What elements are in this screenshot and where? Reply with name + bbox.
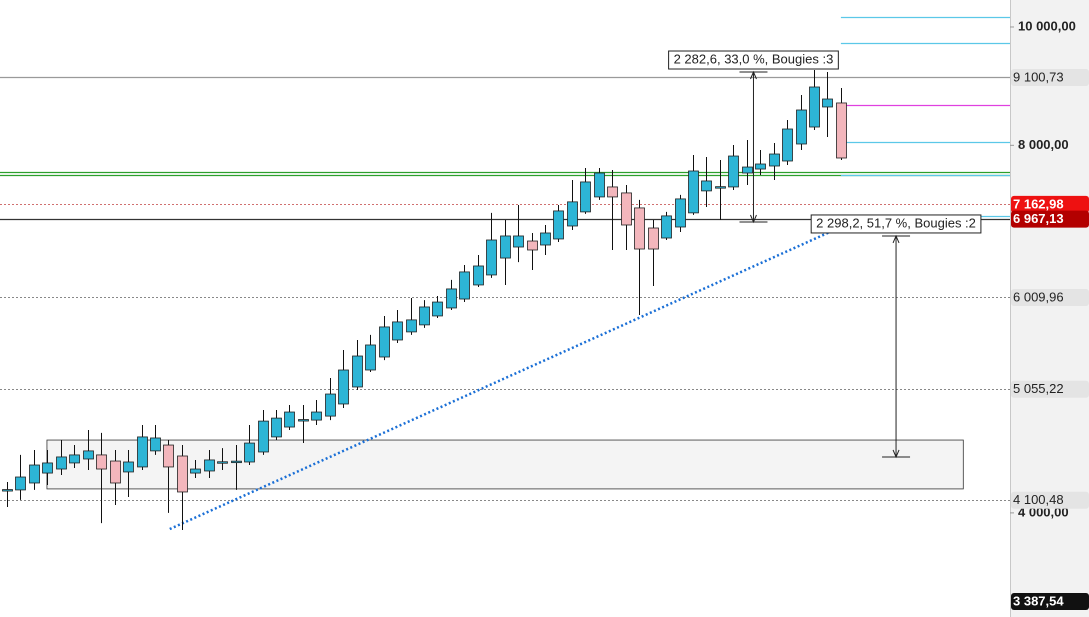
candle-body — [594, 172, 605, 198]
candle-body — [325, 393, 336, 417]
candle-body — [123, 461, 134, 473]
candle-body — [338, 369, 349, 405]
price-tag — [1011, 380, 1089, 398]
candle-body — [567, 201, 578, 227]
price-axis — [1010, 0, 1089, 617]
candle-body — [29, 464, 40, 484]
candle-body — [271, 417, 282, 438]
candle-body — [796, 109, 807, 145]
candle-body — [446, 288, 457, 309]
candle-body — [822, 98, 833, 108]
candle-body — [258, 420, 269, 453]
measure-label-box — [810, 214, 982, 234]
candle-body — [150, 437, 161, 452]
candle-body — [553, 210, 564, 240]
price-tag-label: 9 100,73 — [1013, 69, 1064, 84]
candle-body — [715, 186, 726, 189]
price-tag — [1011, 195, 1089, 213]
candle-body — [648, 227, 659, 250]
price-tag — [1011, 210, 1089, 228]
candle-body — [177, 455, 188, 493]
y-tick-label: 10 000,00 — [1018, 18, 1076, 33]
candle-body — [742, 166, 753, 174]
candle-body — [621, 192, 632, 226]
candle-body — [163, 444, 174, 468]
candle-body — [244, 442, 255, 463]
candle-body — [634, 207, 645, 250]
candle-body — [352, 355, 363, 388]
price-tag-label: 6 967,13 — [1013, 211, 1064, 226]
candle-body — [486, 239, 497, 276]
zone — [46, 439, 964, 490]
price-tag-label: 6 009,96 — [1013, 289, 1064, 304]
candle-body — [500, 235, 511, 259]
price-tag-label: 5 055,22 — [1013, 381, 1064, 396]
candle-body — [190, 468, 201, 474]
price-tag — [1011, 68, 1089, 86]
candle-body — [96, 454, 107, 470]
candle-body — [728, 155, 739, 188]
candle-body — [580, 181, 591, 213]
candle-body — [231, 460, 242, 464]
trendline — [169, 230, 831, 531]
candle-body — [527, 240, 538, 251]
candle-body — [769, 153, 780, 167]
candle-body — [137, 436, 148, 468]
candle-body — [607, 186, 618, 198]
candle-body — [836, 102, 847, 159]
candle-body — [379, 326, 390, 358]
candle-body — [392, 321, 403, 341]
candle-body — [83, 450, 94, 460]
measure-label-box — [668, 50, 839, 70]
candle-body — [204, 459, 215, 472]
candle-body — [432, 301, 443, 317]
candle-body — [661, 215, 672, 239]
candle-body — [56, 456, 67, 470]
candle-body — [2, 489, 13, 492]
candle-body — [688, 170, 699, 214]
candle-body — [365, 344, 376, 371]
candle-body — [459, 271, 470, 300]
price-tag-label: 4 100,48 — [1013, 492, 1064, 507]
candle-body — [782, 128, 793, 162]
candle-body — [284, 411, 295, 428]
price-tag — [1011, 288, 1089, 306]
candle-body — [755, 163, 766, 170]
candle-body — [809, 86, 820, 128]
candle-body — [217, 461, 228, 464]
measure-arrow — [750, 214, 757, 224]
candle-body — [513, 235, 524, 248]
candle-body — [419, 306, 430, 326]
candle-body — [42, 462, 53, 474]
measure-arrow — [892, 449, 900, 459]
candle-body — [675, 198, 686, 228]
candle-body — [69, 454, 80, 464]
y-tick-label: 8 000,00 — [1018, 137, 1069, 152]
candle-body — [15, 476, 26, 491]
measure-arrow — [892, 234, 900, 244]
candle-body — [473, 265, 484, 286]
price-tag — [1011, 593, 1089, 611]
candle-body — [406, 319, 417, 333]
price-tag-label: 3 387,54 — [1013, 593, 1064, 608]
measure-label: 2 282,6, 33,0 %, Bougies :3 — [674, 51, 834, 66]
price-tag-label: 7 162,98 — [1013, 196, 1064, 211]
candle-body — [311, 411, 322, 421]
candle-body — [540, 232, 551, 246]
candle-body — [298, 419, 309, 422]
measure-arrow — [750, 70, 757, 80]
measure-label: 2 298,2, 51,7 %, Bougies :2 — [816, 215, 976, 230]
price-tag — [1011, 491, 1089, 509]
candle-body — [701, 180, 712, 192]
candle-body — [110, 460, 121, 484]
